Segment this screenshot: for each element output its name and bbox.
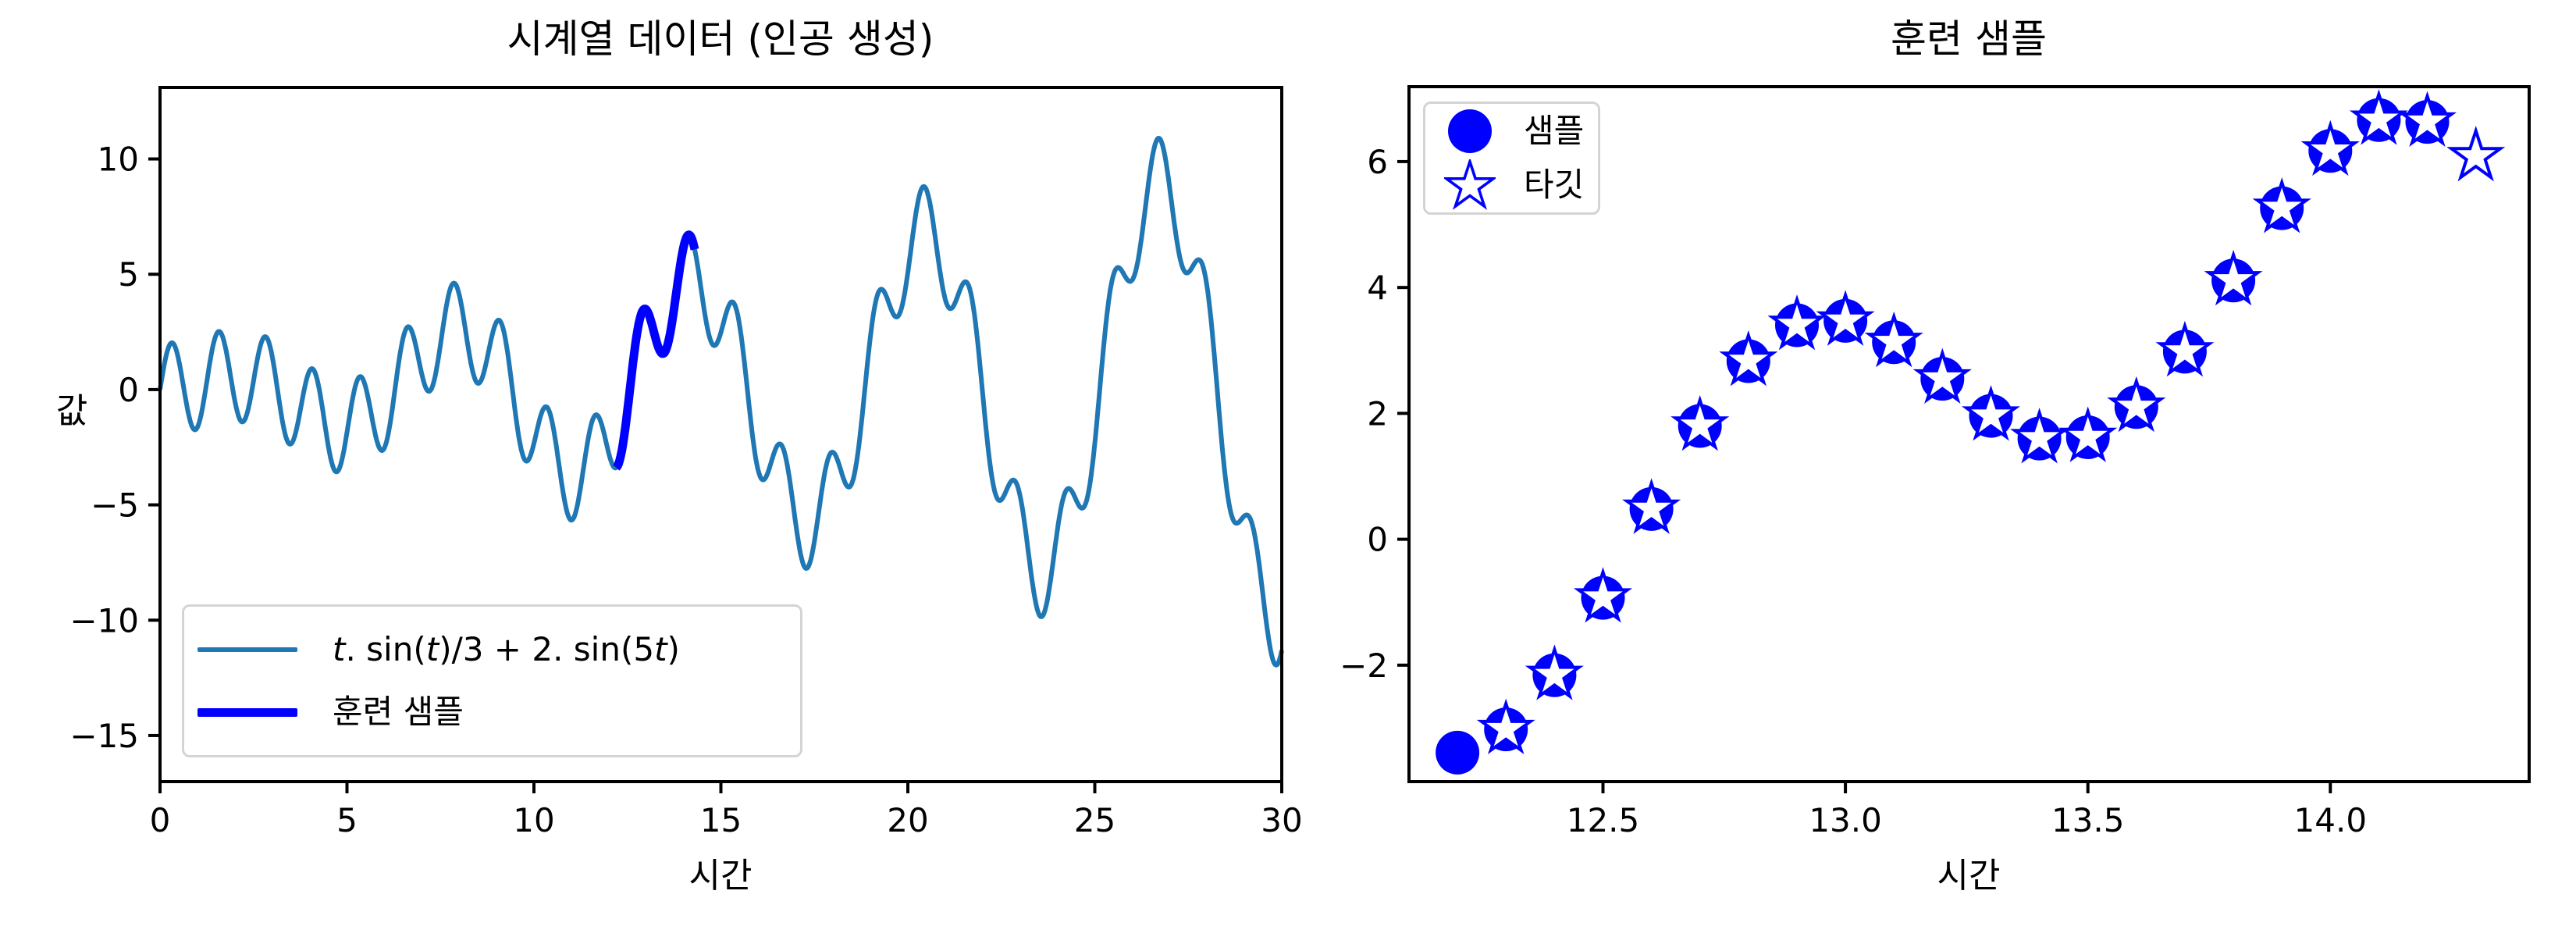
target-marker [1525,644,1584,700]
y-tick-label: 10 [98,141,139,179]
y-tick-label: 2 [1367,394,1388,433]
y-tick-label: 4 [1367,269,1388,307]
right-legend: 샘플 타깃 [1423,102,1600,215]
x-tick-label: 13.0 [1809,801,1882,839]
legend-label-training-sample: 훈련 샘플 [333,693,464,732]
axes-frame [1407,85,2531,783]
training-segment-swatch-icon [197,707,297,717]
left-plot-title: 시계열 데이터 (인공 생성) [507,16,934,62]
target-marker [1912,347,1972,404]
sample-marker [1436,730,1480,775]
x-tick-label: 20 [887,801,928,839]
target-marker [1476,698,1535,755]
y-tick-label: −15 [69,717,139,755]
left-ylabel: 값 [55,391,88,431]
target-marker [1670,395,1730,451]
target-marker [2349,89,2408,145]
target-marker [2155,320,2215,377]
right-xlabel: 시간 [1937,856,2001,896]
left-legend: t. sin(t)/3 + 2. sin(5t) 훈련 샘플 [182,604,802,757]
target-marker [2204,249,2263,306]
target-marker [1864,311,1923,368]
x-tick-label: 30 [1261,801,1302,839]
legend-label-sample: 샘플 [1524,112,1585,151]
y-tick-label: −2 [1340,647,1388,685]
legend-row: 샘플 [1425,105,1598,157]
series-line-swatch-icon [197,647,297,652]
target-marker [2300,119,2360,176]
target-marker [1719,330,1778,387]
target-marker [1622,478,1681,534]
x-tick-label: 0 [150,801,171,839]
x-tick-label: 13.5 [2051,801,2125,839]
target-marker [1573,567,1633,623]
target-marker [2252,177,2311,233]
x-tick-label: 15 [700,801,742,839]
x-tick-label: 10 [513,801,554,839]
target-marker [1767,294,1827,351]
legend-row: t. sin(t)/3 + 2. sin(5t) [184,629,800,670]
legend-row: 훈련 샘플 [184,692,800,732]
legend-label-target: 타깃 [1524,165,1585,204]
y-tick-label: 0 [118,371,139,409]
star-marker-icon [1444,159,1496,211]
target-marker [2107,376,2166,433]
x-tick-label: 14.0 [2294,801,2368,839]
target-marker [2398,91,2457,148]
y-tick-label: 5 [118,255,139,294]
y-tick-label: 6 [1367,143,1388,181]
training-segment [613,230,699,471]
target-marker [2446,126,2506,182]
left-xlabel: 시간 [688,856,753,896]
y-tick-label: 0 [1367,521,1388,559]
right-plot-title: 훈련 샘플 [1891,16,2047,62]
target-marker [2010,408,2069,464]
circle-marker-icon [1444,105,1496,157]
x-tick-label: 25 [1074,801,1115,839]
axes-frame [158,86,1283,783]
x-tick-label: 12.5 [1567,801,1640,839]
x-tick-label: 5 [336,801,358,839]
legend-row: 타깃 [1425,159,1598,211]
legend-label-formula: t. sin(t)/3 + 2. sin(5t) [333,629,680,668]
target-marker [2058,406,2118,462]
y-tick-label: −5 [91,486,139,525]
target-marker [1816,290,1875,346]
target-marker [1961,385,2020,441]
y-tick-label: −10 [69,601,139,640]
series-curve [158,136,1284,668]
